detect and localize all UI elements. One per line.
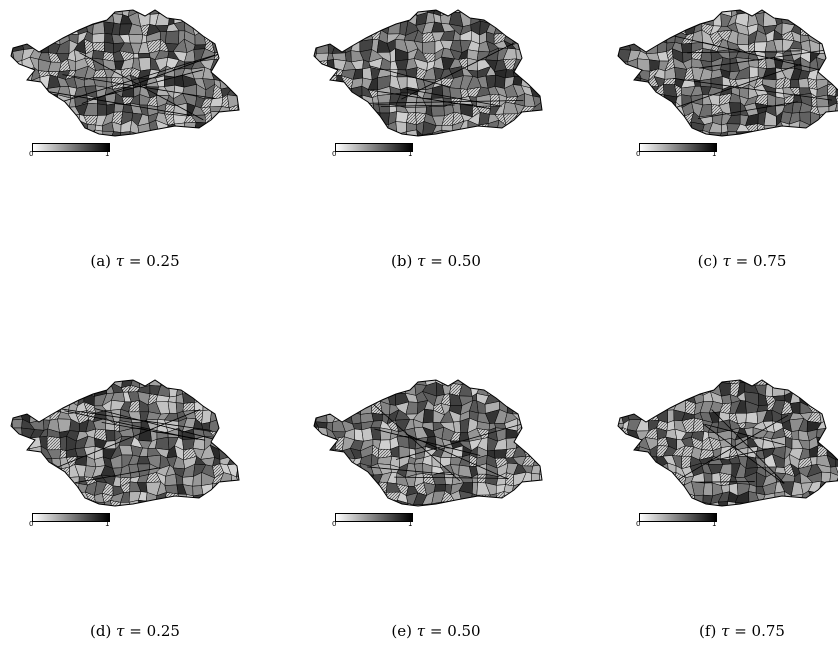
legend-min-label: 0 xyxy=(332,520,336,528)
legend-max-label: 1 xyxy=(408,150,412,158)
map-panel-f: 0 1 (f) τ = 0.75 xyxy=(612,370,838,660)
caption-a: (a) τ = 0.25 xyxy=(25,252,245,270)
color-scale-legend xyxy=(335,513,413,522)
legend-max-label: 1 xyxy=(712,520,716,528)
caption-d: (d) τ = 0.25 xyxy=(25,622,245,640)
legend-max-label: 1 xyxy=(408,520,412,528)
district-cells xyxy=(612,376,838,520)
caption-b: (b) τ = 0.50 xyxy=(326,252,546,270)
map-panel-a: 0 1 (a) τ = 0.25 xyxy=(5,0,245,290)
map-panel-b: 0 1 (b) τ = 0.50 xyxy=(308,0,548,290)
caption-c: (c) τ = 0.75 xyxy=(632,252,838,270)
district-cells xyxy=(308,6,548,150)
legend-min-label: 0 xyxy=(332,150,336,158)
map-panel-c: 0 1 (c) τ = 0.75 xyxy=(612,0,838,290)
district-cells xyxy=(308,376,548,520)
legend-max-label: 1 xyxy=(105,520,109,528)
color-scale-legend xyxy=(32,513,110,522)
legend-min-label: 0 xyxy=(29,150,33,158)
caption-f: (f) τ = 0.75 xyxy=(632,622,838,640)
legend-min-label: 0 xyxy=(636,520,640,528)
map-panel-e: 0 1 (e) τ = 0.50 xyxy=(308,370,548,660)
caption-e: (e) τ = 0.50 xyxy=(326,622,546,640)
color-scale-legend xyxy=(32,143,110,152)
legend-max-label: 1 xyxy=(712,150,716,158)
color-scale-legend xyxy=(639,513,717,522)
legend-min-label: 0 xyxy=(29,520,33,528)
color-scale-legend xyxy=(335,143,413,152)
district-cells xyxy=(5,376,245,520)
map-panel-d: 0 1 (d) τ = 0.25 xyxy=(5,370,245,660)
district-cells xyxy=(612,6,838,150)
district-cells xyxy=(5,6,245,150)
legend-max-label: 1 xyxy=(105,150,109,158)
legend-min-label: 0 xyxy=(636,150,640,158)
color-scale-legend xyxy=(639,143,717,152)
